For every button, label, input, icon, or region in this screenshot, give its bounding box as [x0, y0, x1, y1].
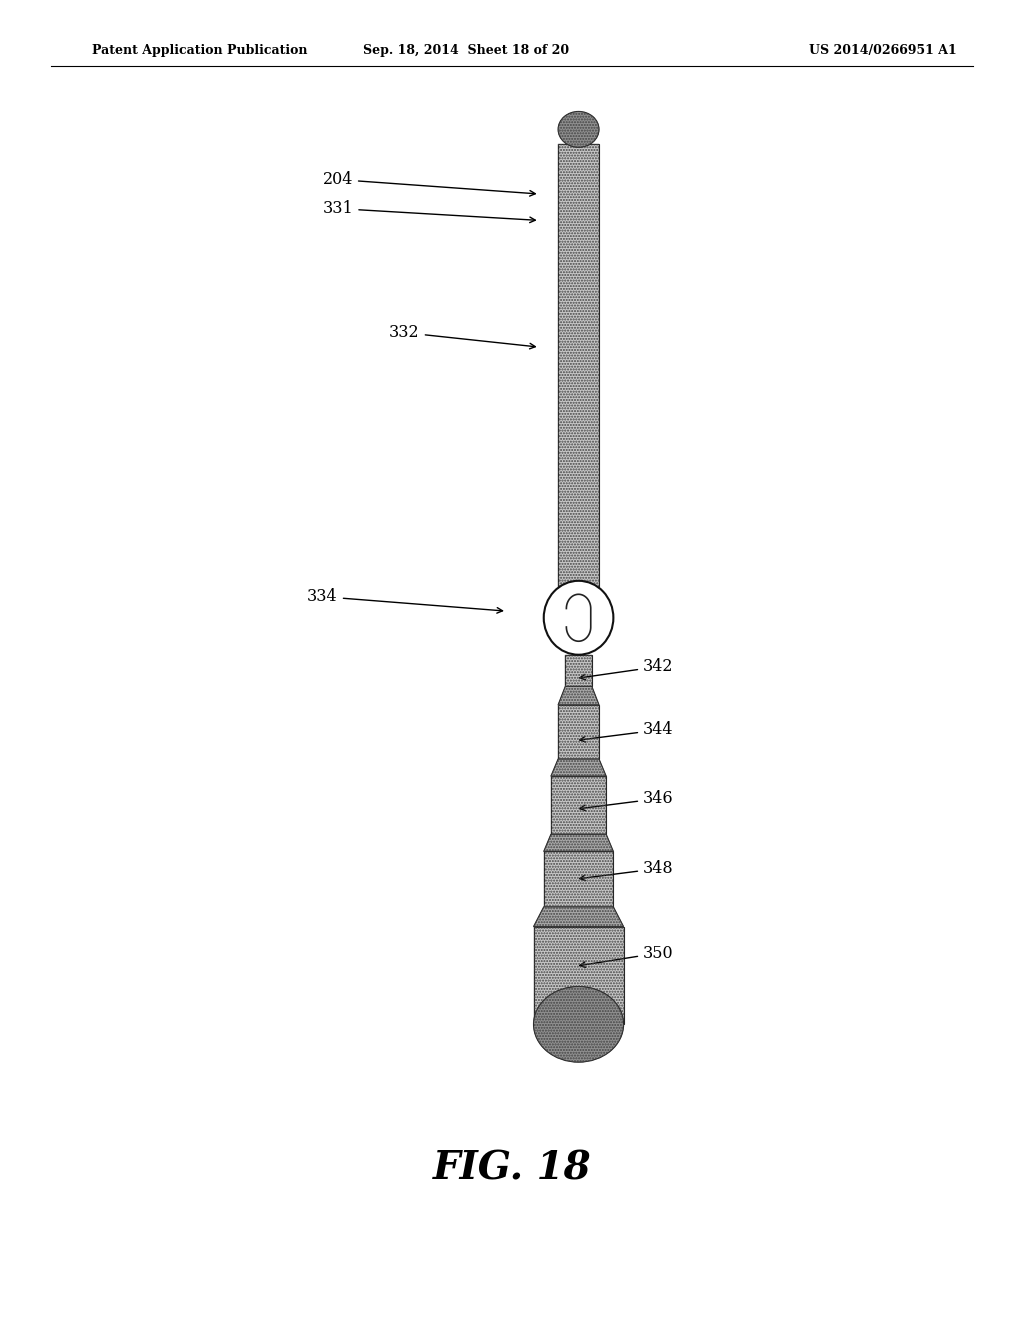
Text: Patent Application Publication: Patent Application Publication [92, 44, 307, 57]
Polygon shape [534, 907, 624, 927]
Bar [558, 705, 599, 759]
Text: Sep. 18, 2014  Sheet 18 of 20: Sep. 18, 2014 Sheet 18 of 20 [362, 44, 569, 57]
Text: 332: 332 [389, 325, 536, 348]
Text: FIG. 18: FIG. 18 [433, 1150, 591, 1187]
Bar [534, 927, 624, 1024]
Bar [551, 776, 606, 834]
Text: 350: 350 [580, 945, 674, 968]
Text: 344: 344 [580, 722, 674, 742]
Bar [565, 655, 592, 686]
Text: 348: 348 [580, 861, 674, 880]
Polygon shape [544, 834, 613, 851]
Text: 346: 346 [580, 791, 674, 810]
Bar [558, 705, 599, 759]
Text: 204: 204 [323, 172, 536, 197]
Bar [551, 776, 606, 834]
Bar [558, 144, 599, 618]
Ellipse shape [544, 581, 613, 655]
Polygon shape [551, 759, 606, 776]
Bar [558, 144, 599, 618]
Polygon shape [558, 686, 599, 705]
Ellipse shape [534, 986, 624, 1063]
Text: US 2014/0266951 A1: US 2014/0266951 A1 [809, 44, 956, 57]
Text: 331: 331 [323, 201, 536, 223]
Ellipse shape [558, 111, 599, 148]
Text: 334: 334 [307, 589, 503, 614]
Bar [544, 851, 613, 907]
Bar [544, 851, 613, 907]
Bar [565, 655, 592, 686]
Bar [534, 927, 624, 1024]
Text: 342: 342 [580, 659, 674, 680]
